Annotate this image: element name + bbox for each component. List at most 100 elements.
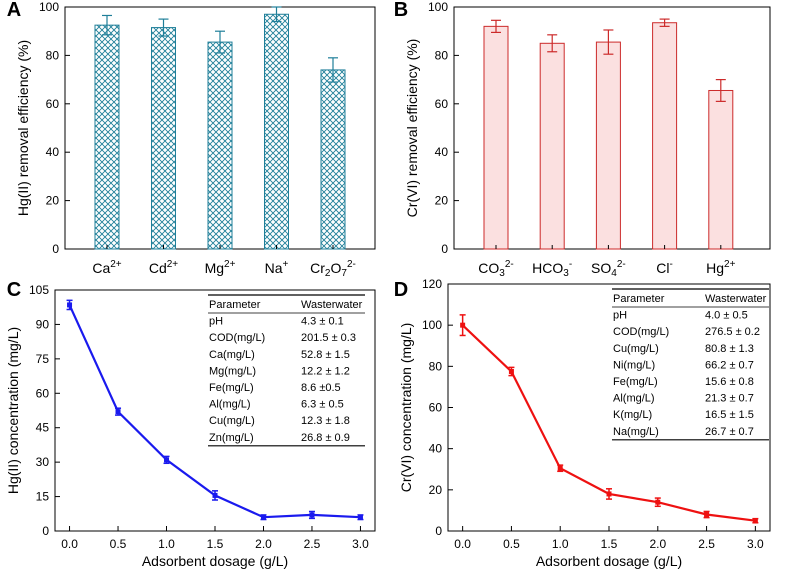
panel-a-category-label: Cr2O72- bbox=[310, 259, 356, 279]
panel-c-point bbox=[67, 302, 73, 308]
panel-d-table-cell: 4.0 ± 0.5 bbox=[705, 310, 748, 322]
panel-a-bar bbox=[94, 24, 120, 250]
panel-c-table-cell: 8.6 ±0.5 bbox=[301, 382, 341, 394]
panel-c-table-cell: 26.8 ± 0.9 bbox=[301, 432, 350, 444]
panel-d-point bbox=[655, 499, 661, 505]
panel-d-xtick-label: 0.0 bbox=[454, 537, 471, 551]
panel-c-table-cell: Cu(mg/L) bbox=[209, 415, 255, 427]
panel-b-ylabel: Cr(VI) removal efficiency (%) bbox=[404, 39, 420, 218]
panel-d-table-cell: Na(mg/L) bbox=[613, 426, 659, 438]
panel-a-category-label: Mg2+ bbox=[205, 259, 236, 276]
panel-a-bar bbox=[320, 69, 346, 250]
panel-d-xtick-label: 1.0 bbox=[552, 537, 569, 551]
panel-c-xlabel: Adsorbent dosage (g/L) bbox=[142, 553, 288, 569]
panel-d-ytick-label: 80 bbox=[429, 359, 443, 373]
panel-d-table-cell: COD(mg/L) bbox=[613, 326, 669, 338]
panel-a-ytick-label: 40 bbox=[46, 145, 60, 159]
panel-a-ytick-label: 80 bbox=[46, 48, 60, 62]
panel-d-table-cell: 26.7 ± 0.7 bbox=[705, 426, 754, 438]
panel-d-table-cell: K(mg/L) bbox=[613, 409, 652, 421]
panel-b-letter: B bbox=[394, 0, 408, 21]
panel-b-ytick-label: 40 bbox=[435, 145, 449, 159]
panel-c-table-cell: 4.3 ± 0.1 bbox=[301, 316, 344, 328]
panel-a-letter: A bbox=[7, 0, 21, 21]
panel-d-ylabel: Cr(VI) concentration (mg/L) bbox=[398, 323, 414, 493]
panel-d-ytick-label: 120 bbox=[422, 277, 442, 291]
panel-d-point bbox=[557, 465, 563, 471]
panel-c-table-cell: pH bbox=[209, 316, 223, 328]
panel-b-bar bbox=[708, 89, 734, 250]
panel-a-category-label: Cd2+ bbox=[149, 259, 178, 276]
panel-c-xtick-label: 2.0 bbox=[255, 537, 272, 551]
panel-d-table-cell: 15.6 ± 0.8 bbox=[705, 376, 754, 388]
panel-d-ytick-label: 60 bbox=[429, 401, 443, 415]
panel-c-point bbox=[164, 457, 170, 463]
panel-c-table-cell: Ca(mg/L) bbox=[209, 349, 255, 361]
panel-c-ytick-label: 45 bbox=[36, 421, 50, 435]
panel-c-ytick-label: 90 bbox=[36, 317, 50, 331]
panel-c-ytick-label: 75 bbox=[36, 352, 50, 366]
panel-d-xtick-label: 2.5 bbox=[698, 537, 715, 551]
panel-c-letter: C bbox=[7, 279, 21, 301]
panel-c-ytick-label: 105 bbox=[29, 283, 49, 297]
panel-b-bar bbox=[595, 41, 621, 250]
panel-a-bar bbox=[264, 13, 289, 250]
panel-b-ytick-label: 100 bbox=[428, 0, 448, 14]
panel-d-table-cell: pH bbox=[613, 310, 627, 322]
panel-a-bar bbox=[151, 27, 176, 250]
panel-c-xtick-label: 3.0 bbox=[352, 537, 369, 551]
panel-d-point bbox=[606, 491, 612, 497]
panel-b-category-label: Hg2+ bbox=[706, 259, 735, 276]
panel-b-category-label: HCO3- bbox=[532, 259, 572, 279]
panel-d-xlabel: Adsorbent dosage (g/L) bbox=[536, 553, 682, 569]
panel-c-table-cell: 201.5 ± 0.3 bbox=[301, 332, 356, 344]
panel-d-table-cell: 80.8 ± 1.3 bbox=[705, 343, 754, 355]
panel-b-category-label: CO32- bbox=[478, 259, 513, 279]
panel-c-ytick-label: 0 bbox=[42, 524, 49, 538]
panel-c-ytick-label: 60 bbox=[36, 386, 50, 400]
panel-c-xtick-label: 1.5 bbox=[207, 537, 224, 551]
panel-d-point bbox=[460, 322, 466, 328]
panel-c-point bbox=[212, 492, 218, 498]
panel-c-table-cell: 12.3 ± 1.8 bbox=[301, 415, 350, 427]
panel-d-table-cell: 276.5 ± 0.2 bbox=[705, 326, 760, 338]
panel-c-table-header: Parameter bbox=[209, 299, 261, 311]
panel-c-table-cell: Zn(mg/L) bbox=[209, 432, 254, 444]
panel-d-ytick-label: 20 bbox=[429, 483, 443, 497]
panel-a-category-label: Na+ bbox=[265, 259, 289, 276]
panel-b-ytick-label: 0 bbox=[441, 242, 448, 256]
panel-a-ytick-label: 60 bbox=[46, 97, 60, 111]
panel-d-table-cell: Al(mg/L) bbox=[613, 393, 655, 405]
panel-c-point bbox=[309, 512, 315, 518]
panel-a-ytick-label: 20 bbox=[46, 194, 60, 208]
panel-c-ylabel: Hg(II) concentration (mg/L) bbox=[5, 327, 21, 494]
panel-a-ytick-label: 100 bbox=[39, 0, 59, 14]
panel-d-xtick-label: 1.5 bbox=[601, 537, 618, 551]
panel-c-table-cell: Al(mg/L) bbox=[209, 399, 251, 411]
panel-d-table-cell: 21.3 ± 0.7 bbox=[705, 393, 754, 405]
panel-c-table-cell: Mg(mg/L) bbox=[209, 365, 256, 377]
panel-d-ytick-label: 0 bbox=[435, 524, 442, 538]
panel-c-table-cell: Fe(mg/L) bbox=[209, 382, 254, 394]
panel-d-point bbox=[704, 512, 710, 518]
panel-b-category-label: Cl- bbox=[656, 259, 673, 276]
panel-a-ytick-label: 0 bbox=[52, 242, 59, 256]
panel-d-table-cell: 16.5 ± 1.5 bbox=[705, 409, 754, 421]
panel-d-table-cell: Fe(mg/L) bbox=[613, 376, 658, 388]
panel-b-bar bbox=[652, 22, 678, 250]
panel-d-ytick-label: 100 bbox=[422, 318, 442, 332]
panel-d-table-header: Wasterwater bbox=[705, 293, 767, 305]
panel-b-ytick-label: 60 bbox=[435, 97, 449, 111]
panel-d-point bbox=[508, 368, 514, 374]
panel-c-table-cell: 52.8 ± 1.5 bbox=[301, 349, 350, 361]
panel-d-table-header: Parameter bbox=[613, 293, 665, 305]
panel-c-table-header: Wasterwater bbox=[301, 299, 363, 311]
panel-d-letter: D bbox=[394, 279, 408, 301]
panel-c-point bbox=[260, 514, 266, 520]
panel-d-table-cell: Ni(mg/L) bbox=[613, 359, 655, 371]
panel-b-bar bbox=[483, 25, 509, 250]
panel-d-xtick-label: 3.0 bbox=[747, 537, 764, 551]
panel-b-ytick-label: 20 bbox=[435, 194, 449, 208]
panel-d-xtick-label: 2.0 bbox=[649, 537, 666, 551]
